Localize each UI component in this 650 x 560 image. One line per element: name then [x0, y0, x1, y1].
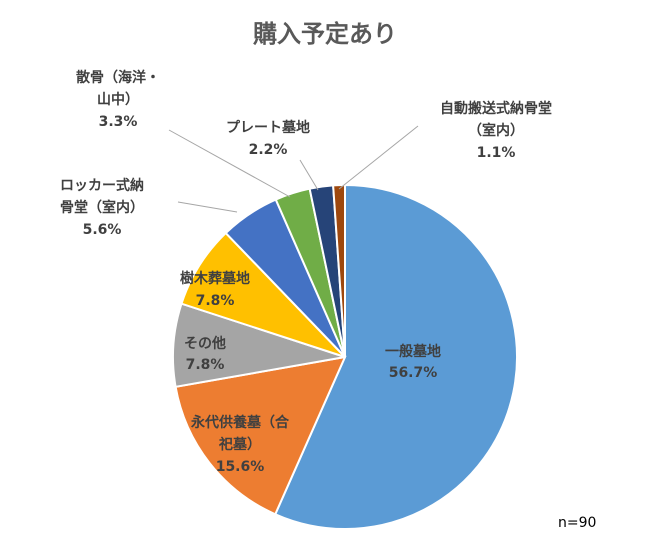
slice-label-locker: ロッカー式納骨堂（室内） 5.6%	[60, 177, 144, 238]
slice-labels: 一般墓地 56.7% 永代供養墓（合祀墓） 15.6% その他 7.8% 樹木葬墓地 7.8%…	[60, 69, 552, 475]
slice-name-eitai: 永代供養墓（合	[190, 414, 290, 431]
pie-slices	[172, 183, 518, 530]
slice-value-sankotsu: 3.3%	[99, 114, 138, 130]
slice-name-locker: 骨堂（室内）	[60, 199, 144, 216]
leader-line-sankotsu	[168, 129, 291, 198]
leader-line-locker	[177, 201, 238, 213]
slice-value-locker: 5.6%	[83, 222, 122, 238]
slice-label-jumoku: 樹木葬墓地 7.8%	[180, 270, 250, 309]
slice-value-jidou: 1.1%	[477, 145, 516, 161]
slice-label-plate: プレート墓地 2.2%	[226, 119, 310, 158]
slice-name-plate: プレート墓地	[226, 119, 310, 136]
slice-name-sankotsu: 山中）	[97, 91, 139, 108]
slice-name-jidou: 自動搬送式納骨堂	[440, 100, 552, 117]
slice-name-ippan: 一般墓地	[385, 343, 441, 360]
slice-value-eitai: 15.6%	[216, 459, 265, 475]
slice-value-plate: 2.2%	[249, 142, 288, 158]
pie-slice-jidou	[332, 183, 346, 358]
slice-label-ippan: 一般墓地 56.7%	[385, 343, 441, 381]
slice-name-locker: ロッカー式納	[60, 177, 144, 194]
slice-label-sonota: その他 7.8%	[184, 335, 226, 373]
slice-name-eitai: 祀墓）	[218, 436, 261, 453]
leader-line-plate	[299, 159, 319, 191]
slice-value-sonota: 7.8%	[186, 357, 225, 373]
slice-name-jidou: （室内）	[468, 122, 524, 139]
slice-name-jumoku: 樹木葬墓地	[180, 270, 250, 287]
slice-name-sonota: その他	[184, 335, 226, 352]
slice-name-sankotsu: 散骨（海洋・	[76, 69, 160, 86]
slice-label-eitai: 永代供養墓（合祀墓） 15.6%	[190, 414, 290, 475]
pie-slice-ippan	[273, 183, 518, 530]
slice-value-ippan: 56.7%	[389, 365, 438, 381]
slice-label-jidou: 自動搬送式納骨堂 （室内） 1.1%	[440, 100, 552, 161]
sample-size-note: n=90	[558, 515, 596, 531]
leader-lines	[168, 125, 419, 213]
leader-line-jidou	[338, 125, 419, 190]
slice-value-jumoku: 7.8%	[196, 293, 235, 309]
slice-label-sankotsu: 散骨（海洋・山中） 3.3%	[76, 69, 160, 130]
chart-title: 購入予定あり	[253, 20, 397, 48]
pie-slice-eitai	[174, 355, 347, 516]
